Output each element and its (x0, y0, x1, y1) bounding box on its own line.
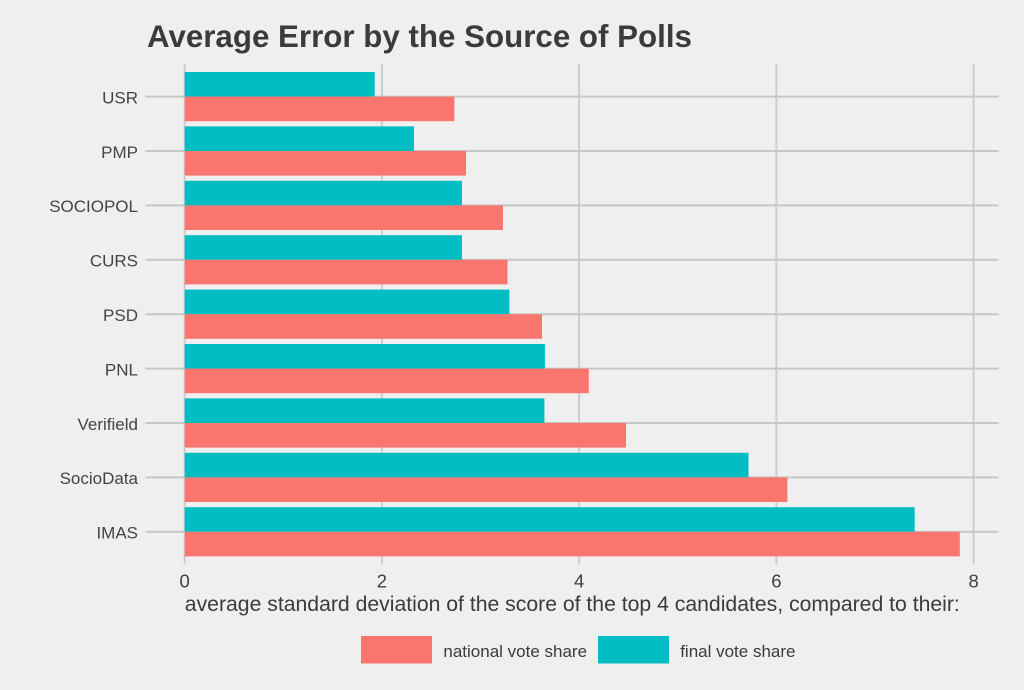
svg-text:2: 2 (377, 570, 387, 591)
svg-text:PSD: PSD (103, 306, 138, 325)
svg-text:6: 6 (771, 570, 781, 591)
svg-text:Average Error by the Source of: Average Error by the Source of Polls (147, 19, 692, 54)
svg-text:Verifield: Verifield (78, 415, 138, 434)
svg-text:SOCIOPOL: SOCIOPOL (49, 197, 138, 216)
svg-text:SocioData: SocioData (60, 469, 139, 488)
svg-text:final vote share: final vote share (680, 642, 795, 661)
svg-text:USR: USR (102, 88, 138, 107)
svg-text:PMP: PMP (101, 143, 138, 162)
svg-text:4: 4 (574, 570, 584, 591)
svg-text:average standard deviation of: average standard deviation of the score … (185, 593, 960, 616)
svg-text:0: 0 (180, 570, 190, 591)
svg-text:national vote share: national vote share (443, 642, 587, 661)
svg-text:IMAS: IMAS (96, 524, 138, 543)
svg-text:PNL: PNL (105, 360, 138, 379)
svg-text:8: 8 (968, 570, 978, 591)
svg-text:CURS: CURS (90, 252, 138, 271)
